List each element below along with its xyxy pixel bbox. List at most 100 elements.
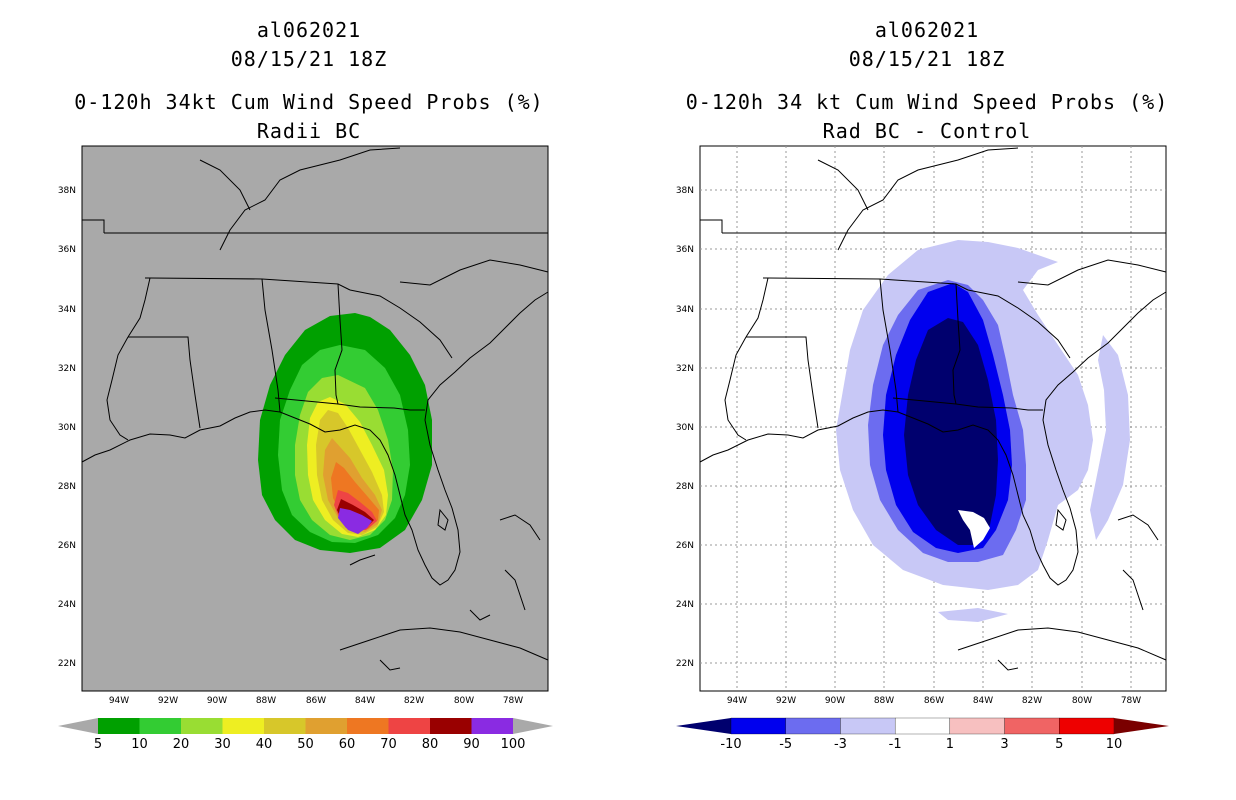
chart-subtitle: Rad BC - Control bbox=[822, 119, 1032, 143]
lat-label: 38N bbox=[676, 186, 694, 196]
date-label: 08/15/21 18Z bbox=[230, 47, 388, 71]
colorbar-label: 10 bbox=[1106, 737, 1123, 752]
contour-100 bbox=[340, 510, 366, 534]
colorbar-label: -5 bbox=[779, 737, 792, 752]
colorbar-swatch bbox=[305, 718, 347, 734]
lon-label: 90W bbox=[825, 696, 845, 706]
colorbar-swatch bbox=[430, 718, 472, 734]
colorbar-label: 40 bbox=[256, 737, 273, 752]
lat-label: 36N bbox=[58, 245, 76, 255]
lat-label: 22N bbox=[676, 659, 694, 669]
colorbar-swatch bbox=[840, 717, 896, 735]
colorbar-label: 5 bbox=[94, 737, 102, 752]
colorbar-label: -3 bbox=[834, 737, 847, 752]
lon-label: 94W bbox=[727, 696, 747, 706]
colorbar-low-arrow bbox=[58, 718, 98, 734]
lat-label: 34N bbox=[58, 305, 76, 315]
colorbar-label: 3 bbox=[1000, 737, 1008, 752]
lat-label: 38N bbox=[58, 186, 76, 196]
lon-label: 86W bbox=[924, 696, 944, 706]
colorbar-low-arrow bbox=[676, 718, 731, 734]
lat-label: 24N bbox=[676, 600, 694, 610]
lon-label: 84W bbox=[973, 696, 993, 706]
chart-title: 0-120h 34kt Cum Wind Speed Probs (%) bbox=[74, 90, 544, 114]
lon-label: 86W bbox=[306, 696, 326, 706]
lat-labels: 38N 36N 34N 32N 30N 28N 26N 24N 22N bbox=[58, 186, 76, 669]
colorbar-swatch bbox=[1004, 717, 1060, 735]
colorbar: 5 10 20 30 40 50 60 70 80 90 100 bbox=[58, 718, 553, 752]
lat-label: 30N bbox=[676, 423, 694, 433]
lat-label: 34N bbox=[676, 305, 694, 315]
colorbar-swatch bbox=[181, 718, 223, 734]
colorbar-swatch bbox=[471, 718, 513, 734]
lon-labels: 94W 92W 90W 88W 86W 84W 82W 80W 78W bbox=[727, 696, 1141, 706]
colorbar-label: 60 bbox=[339, 737, 356, 752]
difference-contours bbox=[836, 240, 1130, 622]
lon-label: 82W bbox=[1022, 696, 1042, 706]
lon-label: 84W bbox=[355, 696, 375, 706]
colorbar-label: 5 bbox=[1055, 737, 1063, 752]
lon-label: 82W bbox=[404, 696, 424, 706]
lat-label: 22N bbox=[58, 659, 76, 669]
lon-label: 80W bbox=[1072, 696, 1092, 706]
contour-minus-1-east bbox=[1090, 335, 1130, 540]
colorbar-high-arrow bbox=[1114, 718, 1169, 734]
chart-title: 0-120h 34 kt Cum Wind Speed Probs (%) bbox=[685, 90, 1169, 114]
lon-label: 78W bbox=[1121, 696, 1141, 706]
left-chart-panel: al062021 08/15/21 18Z 0-120h 34kt Cum Wi… bbox=[58, 18, 553, 752]
colorbar-label: -1 bbox=[889, 737, 902, 752]
colorbar-swatch bbox=[222, 718, 264, 734]
lon-label: 80W bbox=[454, 696, 474, 706]
lat-label: 26N bbox=[58, 541, 76, 551]
colorbar-swatch bbox=[894, 717, 951, 735]
coastlines-and-borders bbox=[81, 147, 549, 671]
right-map: 38N 36N 34N 32N 30N 28N 26N 24N 22N 94W … bbox=[676, 145, 1169, 752]
storm-id-label: al062021 bbox=[874, 18, 980, 42]
lon-label: 88W bbox=[256, 696, 276, 706]
colorbar-label: 70 bbox=[380, 737, 397, 752]
colorbar-swatch bbox=[949, 717, 1005, 735]
lat-label: 32N bbox=[58, 364, 76, 374]
storm-id-label: al062021 bbox=[256, 18, 362, 42]
chart-subtitle: Radii BC bbox=[256, 119, 362, 143]
date-label: 08/15/21 18Z bbox=[848, 47, 1006, 71]
coastlines-and-borders bbox=[699, 147, 1167, 671]
lat-label: 28N bbox=[58, 482, 76, 492]
colorbar-label: 90 bbox=[463, 737, 480, 752]
colorbar-swatch bbox=[785, 717, 841, 735]
lon-label: 92W bbox=[776, 696, 796, 706]
lat-label: 24N bbox=[58, 600, 76, 610]
lat-labels: 38N 36N 34N 32N 30N 28N 26N 24N 22N bbox=[676, 186, 694, 669]
colorbar-label: 20 bbox=[173, 737, 190, 752]
colorbar-swatch bbox=[347, 718, 389, 734]
colorbar-label: 50 bbox=[297, 737, 314, 752]
lat-label: 36N bbox=[676, 245, 694, 255]
colorbar: -10 -5 -3 -1 1 3 5 10 bbox=[676, 717, 1169, 752]
lon-labels: 94W 92W 90W 88W 86W 84W 82W 80W 78W bbox=[109, 696, 523, 706]
contour-minus-1-strip bbox=[938, 608, 1008, 622]
colorbar-swatch bbox=[388, 718, 430, 734]
colorbar-high-arrow bbox=[513, 718, 553, 734]
colorbar-swatch bbox=[730, 717, 786, 735]
colorbar-label: -10 bbox=[720, 737, 741, 752]
lat-label: 26N bbox=[676, 541, 694, 551]
right-chart-panel: al062021 08/15/21 18Z 0-120h 34 kt Cum W… bbox=[618, 0, 1236, 800]
lon-label: 78W bbox=[503, 696, 523, 706]
colorbar-swatch bbox=[139, 718, 181, 734]
colorbar-label: 100 bbox=[501, 737, 526, 752]
lon-label: 90W bbox=[207, 696, 227, 706]
colorbar-label: 10 bbox=[131, 737, 148, 752]
lon-label: 92W bbox=[158, 696, 178, 706]
contour-plus-1 bbox=[958, 510, 990, 548]
lon-label: 88W bbox=[874, 696, 894, 706]
colorbar-label: 80 bbox=[422, 737, 439, 752]
colorbar-swatch bbox=[98, 718, 140, 734]
left-map: 38N 36N 34N 32N 30N 28N 26N 24N 22N 94W … bbox=[58, 145, 553, 752]
lat-label: 30N bbox=[58, 423, 76, 433]
colorbar-swatch bbox=[1059, 717, 1115, 735]
contour-minus-10 bbox=[904, 318, 998, 545]
lat-label: 28N bbox=[676, 482, 694, 492]
gridlines bbox=[700, 146, 1166, 691]
lon-label: 94W bbox=[109, 696, 129, 706]
lat-label: 32N bbox=[676, 364, 694, 374]
